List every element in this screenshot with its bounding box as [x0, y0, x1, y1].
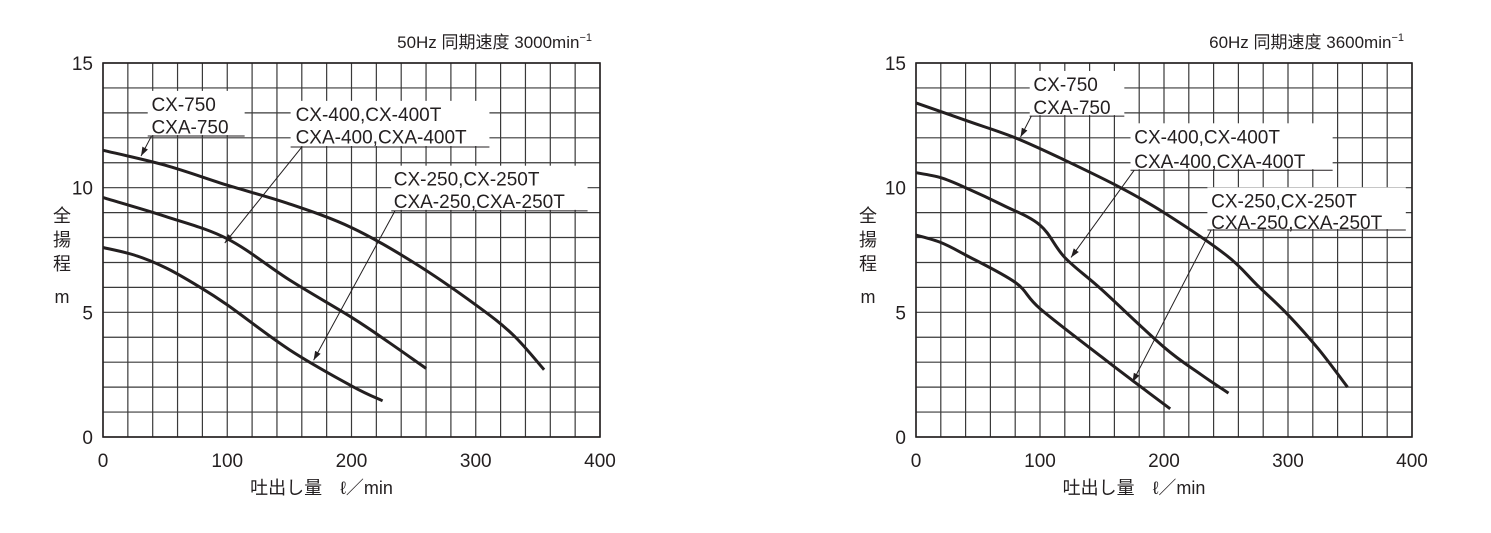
series-label-text: CX-750 [1033, 75, 1097, 96]
x-axis-label: 吐出し量 ℓ／min [1063, 478, 1206, 498]
label-background [1029, 70, 1125, 116]
series-label-2: CX-400,CX-400T CXA-400,CXA-400T [1070, 123, 1333, 258]
y-axis-label-char: 程 [53, 254, 71, 274]
chart-title: 60Hz 同期速度 3600min−1 [1209, 32, 1404, 52]
chart-title-superscript: −1 [579, 32, 592, 44]
y-axis-label-char: 全 [53, 206, 71, 226]
x-tick-label: 400 [1396, 451, 1428, 472]
series-label-text: CX-750 [151, 95, 215, 116]
plot-frame [915, 62, 1413, 438]
y-tick-label: 5 [895, 303, 906, 324]
y-tick-label: 15 [885, 54, 906, 75]
label-background [1130, 123, 1333, 170]
y-axis-label-char: 全 [859, 206, 877, 226]
label-background [391, 165, 588, 210]
x-tick-label: 0 [911, 451, 922, 472]
series-label-text: CXA-750 [151, 117, 228, 138]
x-tick-label: 400 [584, 451, 616, 472]
x-axis-label: 吐出し量 ℓ／min [250, 478, 393, 498]
x-tick-label: 300 [1272, 451, 1304, 472]
leader-arrow [313, 210, 396, 361]
series-label-text: CXA-400,CXA-400T [296, 127, 467, 148]
curve-series-3 [915, 233, 1172, 411]
label-background [147, 90, 245, 136]
x-tick-label: 200 [1148, 451, 1180, 472]
leader-arrow [140, 135, 152, 157]
series-label-text: CXA-750 [1033, 98, 1110, 119]
y-axis-label-char: 揚 [53, 230, 71, 250]
curve-series-2 [915, 171, 1230, 395]
series-label-text: CX-400,CX-400T [1134, 127, 1280, 148]
x-tick-label: 100 [211, 451, 243, 472]
chart-title-superscript: −1 [1391, 32, 1404, 44]
y-tick-label: 5 [82, 303, 93, 324]
y-tick-label: 15 [72, 54, 93, 75]
series-label-text: CXA-250,CXA-250T [1211, 213, 1382, 234]
leader-arrow [1020, 115, 1032, 138]
x-tick-label: 100 [1024, 451, 1056, 472]
y-tick-label: 10 [72, 179, 93, 200]
y-axis-unit: m [861, 287, 876, 307]
leader-arrow [1132, 229, 1212, 383]
plot-frame [102, 62, 601, 438]
y-axis-label-char: 揚 [859, 230, 877, 250]
series-label-text: CXA-400,CXA-400T [1134, 152, 1305, 173]
y-tick-label: 0 [82, 428, 93, 449]
chart-2: 0 100 200 300 400 0 5 10 15 60Hz 同期速度 3600min−1 吐出… [859, 32, 1428, 498]
x-tick-label: 0 [98, 451, 109, 472]
y-tick-label: 0 [895, 428, 906, 449]
series-label-text: CX-250,CX-250T [1211, 191, 1357, 212]
leader-arrow [224, 146, 303, 244]
grid [915, 62, 1413, 438]
x-tick-label: 200 [336, 451, 368, 472]
series-label-text: CX-400,CX-400T [296, 105, 442, 126]
curve-series-3 [102, 246, 384, 403]
label-background [1207, 187, 1406, 230]
curve-series-1 [915, 101, 1349, 389]
series-label-text: CXA-250,CXA-250T [394, 192, 565, 213]
leader-arrow [1070, 169, 1135, 258]
y-axis-unit: m [55, 287, 70, 307]
curve-series-2 [102, 196, 427, 370]
label-background [290, 100, 490, 147]
y-tick-label: 10 [885, 179, 906, 200]
y-axis-label-char: 程 [859, 254, 877, 274]
x-tick-label: 300 [460, 451, 492, 472]
series-label-text: CX-250,CX-250T [394, 170, 540, 191]
curve-series-1 [102, 148, 546, 371]
chart-1: 0 100 200 300 400 0 5 10 15 50Hz 同期速度 3000min−1 吐出… [53, 32, 616, 498]
chart-title: 50Hz 同期速度 3000min−1 [397, 32, 592, 52]
